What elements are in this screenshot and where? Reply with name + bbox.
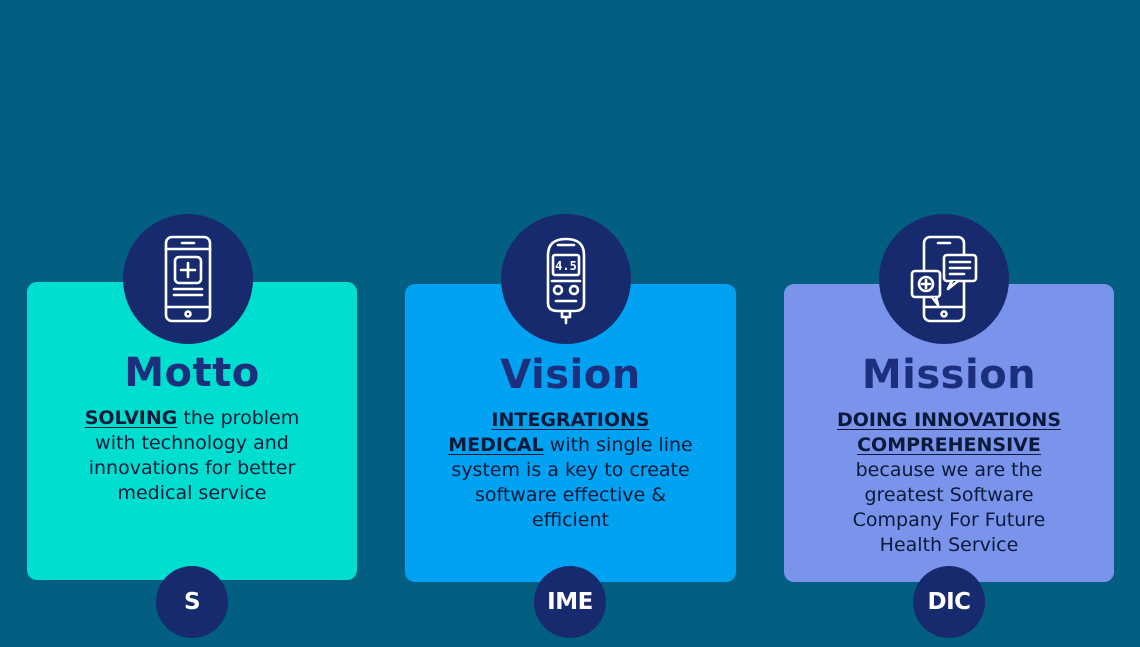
mission-keyword: DOING INNOVATIONS COMPREHENSIVE xyxy=(836,409,1062,456)
vision-icon-circle: 4.5 xyxy=(501,214,631,344)
vision-title: Vision xyxy=(500,352,641,398)
mission-icon-circle xyxy=(879,214,1009,344)
mission-badge: DIC xyxy=(913,566,985,638)
motto-body: the problem with technology and innovati… xyxy=(88,407,300,504)
motto-text: SOLVING the problem with technology and … xyxy=(65,406,319,506)
vision-text: INTEGRATIONS MEDICAL with single line sy… xyxy=(447,408,694,533)
phone-telemedicine-chat-icon xyxy=(910,235,978,323)
motto-icon-circle xyxy=(123,214,253,344)
motto-title: Motto xyxy=(124,350,260,396)
mission-title: Mission xyxy=(861,352,1037,398)
vision-body: with single line system is a key to crea… xyxy=(451,434,693,531)
vision-badge: IME xyxy=(534,566,606,638)
phone-medical-cross-icon xyxy=(164,235,212,323)
vision-keyword: INTEGRATIONS MEDICAL xyxy=(448,409,650,456)
mission-body: because we are the greatest Software Com… xyxy=(852,459,1046,556)
motto-keyword: SOLVING xyxy=(84,407,178,429)
motto-badge: S xyxy=(156,566,228,638)
svg-text:4.5: 4.5 xyxy=(555,259,577,273)
mission-text: DOING INNOVATIONS COMPREHENSIVE because … xyxy=(824,408,1074,558)
glucose-meter-icon: 4.5 xyxy=(546,237,586,325)
